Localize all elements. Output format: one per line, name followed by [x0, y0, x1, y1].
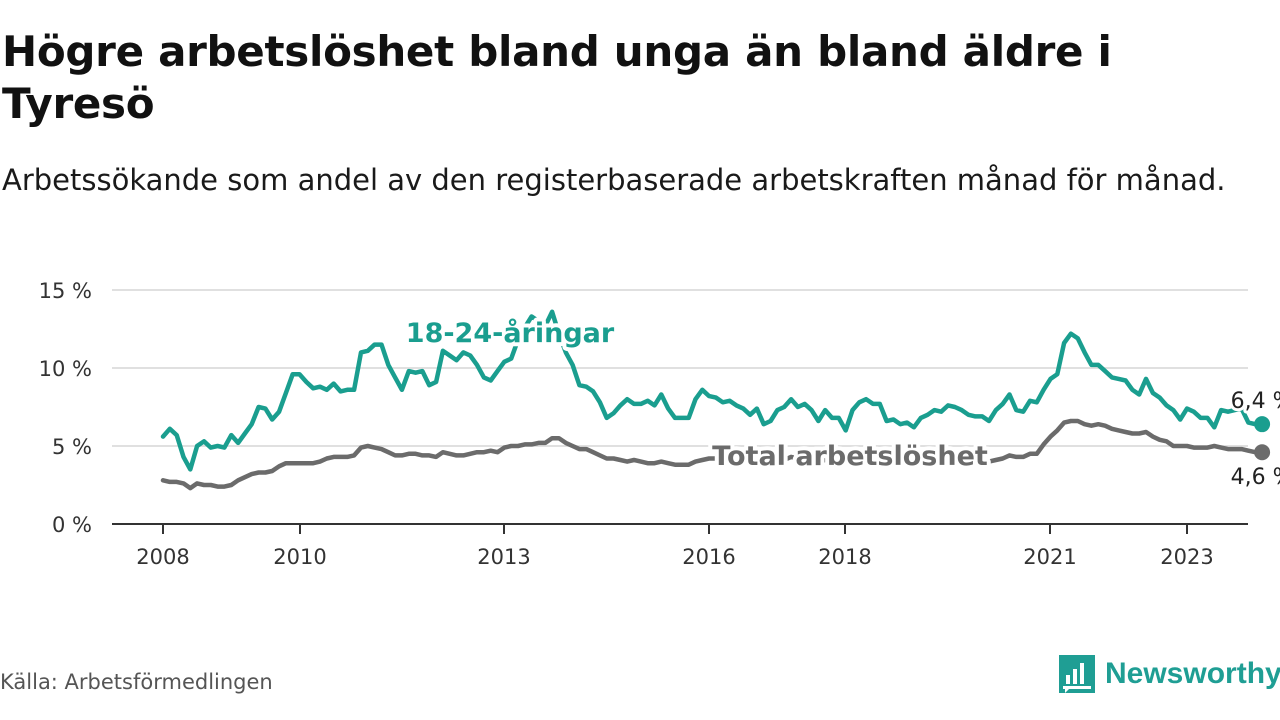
y-tick-label: 10 % — [39, 357, 92, 381]
newsworthy-logo-icon — [1059, 655, 1095, 693]
series-label-halo: 18-24-åringar — [406, 317, 615, 349]
end-point-youth — [1254, 416, 1271, 433]
x-tick-label: 2018 — [818, 545, 871, 569]
end-value-label-youth: 6,4 % — [1231, 389, 1280, 414]
series-label-youth: 18-24-åringar — [406, 317, 615, 349]
x-tick-label: 2010 — [273, 545, 326, 569]
y-tick-label: 15 % — [39, 279, 92, 303]
brand-name: Newsworthy — [1105, 657, 1280, 690]
x-tick-label: 2008 — [136, 545, 189, 569]
end-label-halo: 4,6 % — [1231, 465, 1280, 490]
series-line-total — [160, 418, 1265, 491]
x-tick-label: 2021 — [1023, 545, 1076, 569]
x-tick-label: 2013 — [477, 545, 530, 569]
newsworthy-logo[interactable]: Newsworthy — [1059, 655, 1280, 693]
series-label-total: Total arbetslöshet — [712, 441, 988, 472]
end-point-total — [1254, 444, 1271, 461]
y-tick-label: 5 % — [52, 435, 92, 459]
source-note: Källa: Arbetsförmedlingen — [0, 670, 273, 694]
end-label-halo: 6,4 % — [1231, 389, 1280, 414]
y-tick-label: 0 % — [52, 513, 92, 537]
page-title: Högre arbetslöshet bland unga än bland ä… — [2, 27, 1112, 128]
x-tick-label: 2016 — [682, 545, 735, 569]
x-tick-label: 2023 — [1160, 545, 1213, 569]
series-line-youth — [160, 309, 1265, 472]
series-label-halo: Total arbetslöshet — [712, 441, 988, 472]
end-value-label-total: 4,6 % — [1231, 465, 1280, 490]
chart-subtitle: Arbetssökande som andel av den registerb… — [2, 163, 1226, 197]
